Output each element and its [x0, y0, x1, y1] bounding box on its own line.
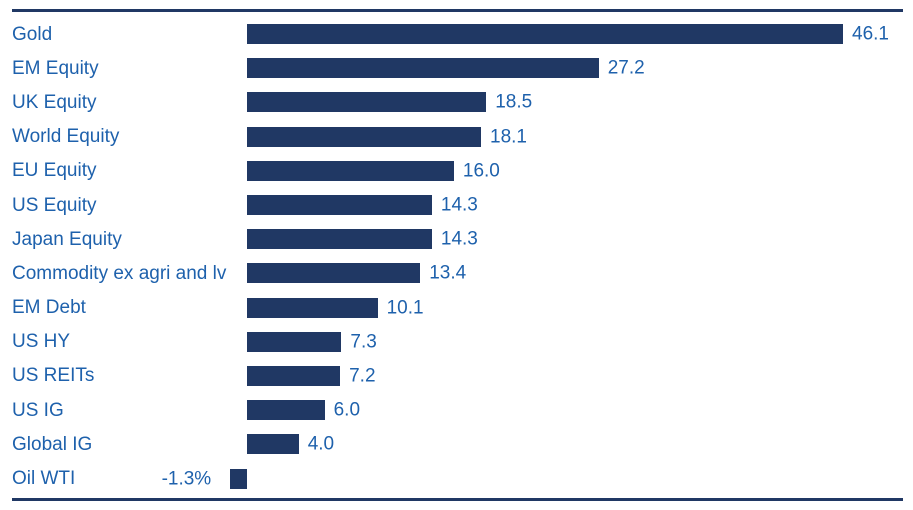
chart-row: UK Equity 18.5 [0, 85, 913, 119]
bar [247, 195, 432, 216]
chart-row: Commodity ex agri and lv 13.4 [0, 256, 913, 290]
category-label: Global IG [12, 433, 93, 455]
category-label: US Equity [12, 194, 97, 216]
chart-row: EM Debt 10.1 [0, 291, 913, 325]
chart-row: US HY 7.3 [0, 325, 913, 359]
bar [247, 263, 421, 284]
category-label: US HY [12, 331, 71, 353]
value-label: 27.2 [607, 57, 645, 79]
category-label: World Equity [12, 126, 120, 148]
value-label: 46.1 [852, 23, 889, 45]
bar-track: 27.2 [247, 57, 913, 79]
value-label: 18.1 [490, 126, 527, 148]
bar [247, 434, 299, 455]
bar [247, 24, 843, 45]
value-label: 14.3 [440, 194, 478, 216]
bar-track: 7.3 [247, 331, 913, 353]
category-label: Japan Equity [12, 228, 122, 250]
bar [247, 229, 432, 250]
chart-row: Japan Equity 14.3 [0, 222, 913, 256]
chart-row: US Equity 14.3 [0, 188, 913, 222]
value-label: 13.4 [429, 262, 467, 284]
category-label: EM Equity [12, 57, 99, 79]
value-label: 4.0 [307, 433, 335, 455]
chart-row: EU Equity 16.0 [0, 154, 913, 188]
value-label: 6.0 [333, 399, 361, 421]
bar [247, 297, 378, 318]
bar-track: 46.1 [247, 23, 913, 45]
chart-row: Global IG 4.0 [0, 427, 913, 461]
chart-row: World Equity 18.1 [0, 120, 913, 154]
bar-track: -1.3% [162, 468, 913, 489]
bar [247, 365, 341, 386]
bar [230, 468, 247, 489]
category-label: US IG [12, 399, 64, 421]
chart-row: EM Equity 27.2 [0, 51, 913, 85]
bar-track: 14.3 [247, 194, 913, 216]
bar [247, 331, 342, 352]
category-label: EU Equity [12, 160, 97, 182]
category-label: US REITs [12, 365, 95, 387]
value-label: 7.2 [349, 365, 376, 387]
value-label: 7.3 [350, 331, 377, 353]
chart-row: US REITs 7.2 [0, 359, 913, 393]
value-label: 16.0 [462, 160, 500, 182]
bar-track: 7.2 [247, 365, 913, 387]
bar-track: 18.5 [247, 91, 913, 113]
category-label: Gold [12, 23, 53, 45]
top-border-rule [12, 9, 903, 12]
value-label: -1.3% [161, 468, 212, 490]
value-label: 14.3 [440, 228, 478, 250]
bar [247, 58, 599, 79]
bottom-border-rule [12, 498, 903, 501]
bar-track: 6.0 [247, 399, 913, 421]
bar-track: 16.0 [247, 160, 913, 182]
bar-track: 10.1 [247, 297, 913, 319]
bar [247, 92, 487, 113]
value-label: 18.5 [495, 91, 533, 113]
category-label: Commodity ex agri and lv [12, 262, 227, 284]
category-label: Oil WTI [12, 468, 76, 490]
bar-track: 18.1 [247, 126, 913, 148]
bar-track: 13.4 [247, 262, 913, 284]
chart-plot-area: Gold 46.1 EM Equity 27.2 UK Equity 18.5 World … [0, 17, 913, 496]
category-label: EM Debt [12, 297, 86, 319]
bar [247, 400, 325, 421]
value-label: 10.1 [386, 297, 424, 319]
bar [247, 160, 454, 181]
bar-track: 4.0 [247, 433, 913, 455]
bar [247, 126, 481, 147]
bar-track: 14.3 [247, 228, 913, 250]
chart-row: Oil WTI -1.3% [0, 461, 913, 495]
chart-row: Gold 46.1 [0, 17, 913, 51]
chart-row: US IG 6.0 [0, 393, 913, 427]
category-label: UK Equity [12, 91, 97, 113]
